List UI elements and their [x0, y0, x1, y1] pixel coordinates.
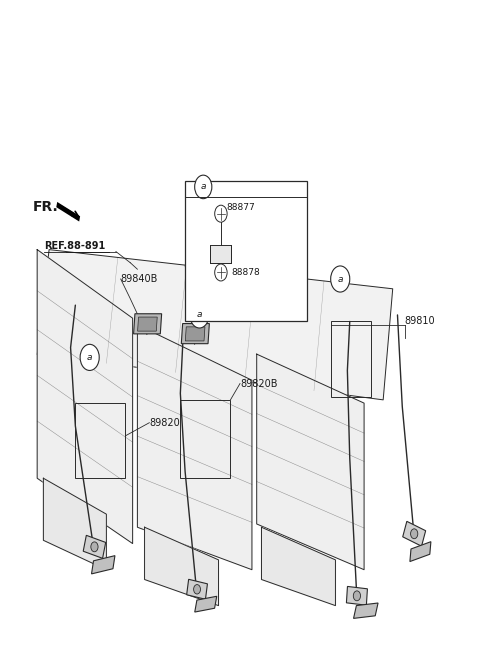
Bar — [331, 321, 371, 397]
Polygon shape — [347, 586, 367, 605]
Polygon shape — [195, 596, 217, 612]
Text: 89820: 89820 — [149, 418, 180, 428]
Polygon shape — [92, 556, 115, 574]
Circle shape — [353, 591, 360, 601]
Text: a: a — [337, 274, 343, 283]
Text: a: a — [197, 310, 202, 319]
Polygon shape — [43, 478, 107, 569]
Text: REF.88-891: REF.88-891 — [44, 241, 106, 251]
Polygon shape — [138, 317, 157, 331]
Text: 89810: 89810 — [405, 316, 435, 327]
Text: 88878: 88878 — [231, 268, 260, 277]
Polygon shape — [144, 527, 218, 605]
Circle shape — [91, 542, 98, 552]
Polygon shape — [257, 354, 364, 569]
Circle shape — [80, 344, 99, 371]
Circle shape — [190, 302, 209, 328]
Bar — [210, 245, 231, 263]
Polygon shape — [37, 250, 393, 400]
Polygon shape — [354, 603, 378, 619]
Circle shape — [193, 584, 201, 594]
Text: 88877: 88877 — [227, 203, 255, 212]
Circle shape — [215, 264, 227, 281]
Circle shape — [331, 266, 350, 292]
Bar — [180, 400, 230, 478]
Circle shape — [410, 529, 418, 539]
FancyArrowPatch shape — [60, 205, 79, 216]
Polygon shape — [37, 250, 132, 544]
Polygon shape — [187, 579, 207, 600]
Circle shape — [195, 175, 212, 199]
Polygon shape — [56, 202, 80, 222]
Polygon shape — [185, 327, 205, 341]
Text: 89830C: 89830C — [185, 261, 223, 271]
Bar — [75, 403, 125, 478]
Polygon shape — [133, 314, 162, 334]
Polygon shape — [181, 323, 209, 344]
Polygon shape — [137, 325, 252, 569]
Polygon shape — [83, 535, 106, 558]
Circle shape — [215, 205, 227, 222]
Polygon shape — [262, 527, 336, 605]
Polygon shape — [403, 522, 426, 546]
Text: FR.: FR. — [33, 200, 58, 214]
Text: 89840B: 89840B — [120, 274, 158, 284]
Text: a: a — [201, 182, 206, 192]
Text: a: a — [87, 353, 93, 362]
Bar — [185, 181, 307, 321]
Polygon shape — [410, 542, 431, 562]
Text: 89820B: 89820B — [240, 379, 277, 388]
